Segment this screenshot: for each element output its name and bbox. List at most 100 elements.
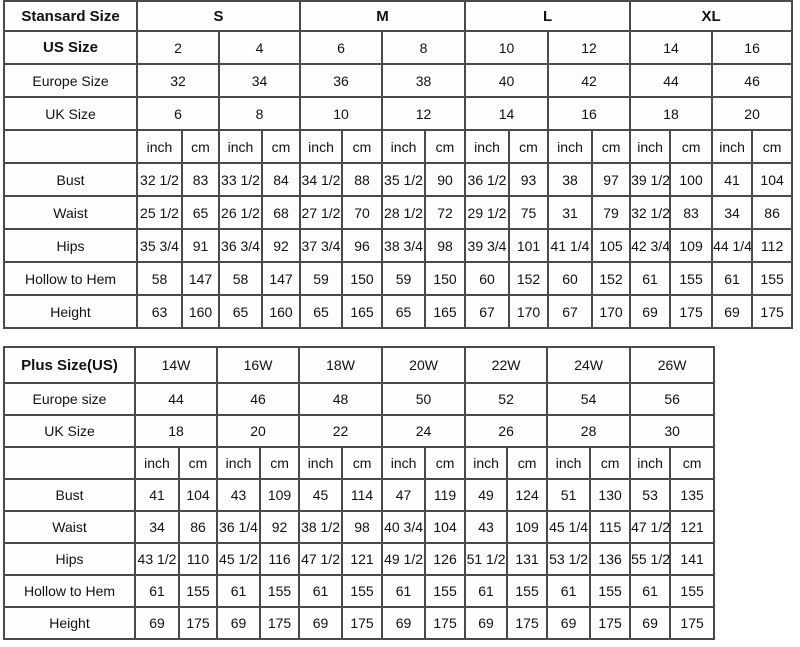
size-label: 26W bbox=[629, 346, 716, 384]
measurement-value: 61 bbox=[381, 574, 427, 608]
measurement-value: 175 bbox=[506, 606, 549, 640]
measurement-label: Height bbox=[3, 606, 136, 640]
measurement-value: 175 bbox=[341, 606, 384, 640]
size-value: 14 bbox=[629, 30, 714, 65]
size-conversion-row: UK Size 18 20 22 24 26 28 30 bbox=[3, 414, 716, 448]
measurement-label: Hips bbox=[3, 228, 138, 263]
measurement-value: 29 1/2 bbox=[464, 195, 511, 230]
size-label: 20W bbox=[381, 346, 467, 384]
measurement-value: 69 bbox=[298, 606, 344, 640]
unit-label: cm bbox=[181, 129, 220, 164]
measurement-value: 86 bbox=[751, 195, 794, 230]
measurement-value: 121 bbox=[669, 510, 716, 544]
size-value: 26 bbox=[464, 414, 549, 448]
measurement-value: 105 bbox=[591, 228, 632, 263]
measurement-value: 152 bbox=[508, 261, 550, 296]
row-label: UK Size bbox=[3, 414, 136, 448]
measurement-value: 42 3/4 bbox=[629, 228, 672, 263]
measurement-value: 155 bbox=[177, 574, 219, 608]
unit-label: cm bbox=[424, 129, 467, 164]
unit-label: inch bbox=[299, 129, 344, 164]
measurement-value: 67 bbox=[547, 294, 594, 329]
measurement-value: 170 bbox=[508, 294, 550, 329]
size-value: 30 bbox=[629, 414, 716, 448]
measurement-value: 79 bbox=[591, 195, 632, 230]
unit-label: inch bbox=[629, 446, 672, 480]
measurement-value: 47 1/2 bbox=[629, 510, 672, 544]
measurement-value: 96 bbox=[341, 228, 384, 263]
size-value: 34 bbox=[217, 63, 302, 98]
measurement-value: 69 bbox=[134, 606, 180, 640]
measurement-value: 39 1/2 bbox=[629, 162, 672, 197]
measurement-value: 61 bbox=[629, 574, 672, 608]
measurement-value: 141 bbox=[669, 542, 716, 576]
measurement-value: 83 bbox=[181, 162, 220, 197]
measurement-row: Waist 34 86 36 1/4 92 38 1/2 98 40 3/4 104 43 109 4… bbox=[3, 510, 716, 544]
measurement-value: 104 bbox=[177, 478, 219, 512]
size-value: 52 bbox=[464, 382, 549, 416]
unit-label: cm bbox=[424, 446, 467, 480]
size-value: 12 bbox=[547, 30, 632, 65]
unit-label: inch bbox=[546, 446, 592, 480]
plus-size-table: Plus Size(US) 14W 16W 18W 20W 22W 24W 26W Europe… bbox=[3, 346, 716, 640]
measurement-value: 84 bbox=[260, 162, 302, 197]
measurement-value: 51 bbox=[546, 478, 592, 512]
measurement-value: 34 1/2 bbox=[299, 162, 344, 197]
measurement-value: 69 bbox=[381, 606, 427, 640]
measurement-row: Height 69 175 69 175 69 175 69 175 69 175 69 175 69 17… bbox=[3, 606, 716, 640]
measurement-value: 92 bbox=[260, 228, 302, 263]
measurement-value: 68 bbox=[260, 195, 302, 230]
measurement-label: Waist bbox=[3, 195, 138, 230]
measurement-value: 175 bbox=[669, 294, 714, 329]
measurement-value: 38 3/4 bbox=[381, 228, 427, 263]
measurement-value: 37 3/4 bbox=[299, 228, 344, 263]
size-value: 36 bbox=[299, 63, 384, 98]
measurement-value: 109 bbox=[669, 228, 714, 263]
measurement-value: 32 1/2 bbox=[629, 195, 672, 230]
measurement-value: 45 1/4 bbox=[546, 510, 592, 544]
measurement-value: 69 bbox=[711, 294, 754, 329]
measurement-value: 65 bbox=[218, 294, 263, 329]
measurement-row: Bust 41 104 43 109 45 114 47 119 49 124 51 130 53 135 bbox=[3, 478, 716, 512]
measurement-value: 41 bbox=[134, 478, 180, 512]
measurement-value: 38 bbox=[547, 162, 594, 197]
measurement-value: 69 bbox=[464, 606, 509, 640]
measurement-row: Hips 35 3/4 91 36 3/4 92 37 3/4 96 38 3/4 98 39 3… bbox=[3, 228, 794, 263]
measurement-value: 175 bbox=[669, 606, 716, 640]
measurement-row: Height 63 160 65 160 65 165 65 165 67 170 67 170 69 17… bbox=[3, 294, 794, 329]
size-value: 48 bbox=[298, 382, 384, 416]
measurement-value: 45 bbox=[298, 478, 344, 512]
size-value: 20 bbox=[216, 414, 301, 448]
measurement-value: 69 bbox=[629, 606, 672, 640]
measurement-value: 65 bbox=[381, 294, 427, 329]
unit-label: cm bbox=[341, 129, 384, 164]
measurement-value: 44 1/4 bbox=[711, 228, 754, 263]
measurement-value: 83 bbox=[669, 195, 714, 230]
measurement-label: Height bbox=[3, 294, 138, 329]
measurement-value: 131 bbox=[506, 542, 549, 576]
measurement-value: 32 1/2 bbox=[136, 162, 183, 197]
measurement-label: Hollow to Hem bbox=[3, 574, 136, 608]
size-label: 14W bbox=[133, 346, 219, 384]
unit-label: cm bbox=[591, 129, 632, 164]
measurement-value: 61 bbox=[629, 261, 672, 296]
measurement-value: 147 bbox=[260, 261, 302, 296]
measurement-value: 175 bbox=[751, 294, 794, 329]
measurement-value: 49 bbox=[464, 478, 509, 512]
unit-row: inch cm inch cm inch cm inch cm inch cm inch cm inch… bbox=[3, 446, 716, 480]
unit-label: inch bbox=[216, 446, 262, 480]
measurement-value: 155 bbox=[506, 574, 549, 608]
size-value: 54 bbox=[546, 382, 632, 416]
size-value: 10 bbox=[464, 30, 550, 65]
measurement-value: 104 bbox=[751, 162, 794, 197]
measurement-value: 47 bbox=[381, 478, 427, 512]
row-label: Europe Size bbox=[3, 63, 138, 98]
measurement-row: Waist 25 1/2 65 26 1/2 68 27 1/2 70 28 1/2 72 29 … bbox=[3, 195, 794, 230]
measurement-value: 104 bbox=[424, 510, 467, 544]
size-value: 2 bbox=[136, 30, 220, 65]
size-label: 24W bbox=[546, 346, 632, 384]
measurement-value: 43 1/2 bbox=[134, 542, 180, 576]
size-value: 44 bbox=[133, 382, 219, 416]
unit-row: inch cm inch cm inch cm inch cm inch cm inch cm inch… bbox=[3, 129, 794, 164]
size-value: 22 bbox=[298, 414, 384, 448]
